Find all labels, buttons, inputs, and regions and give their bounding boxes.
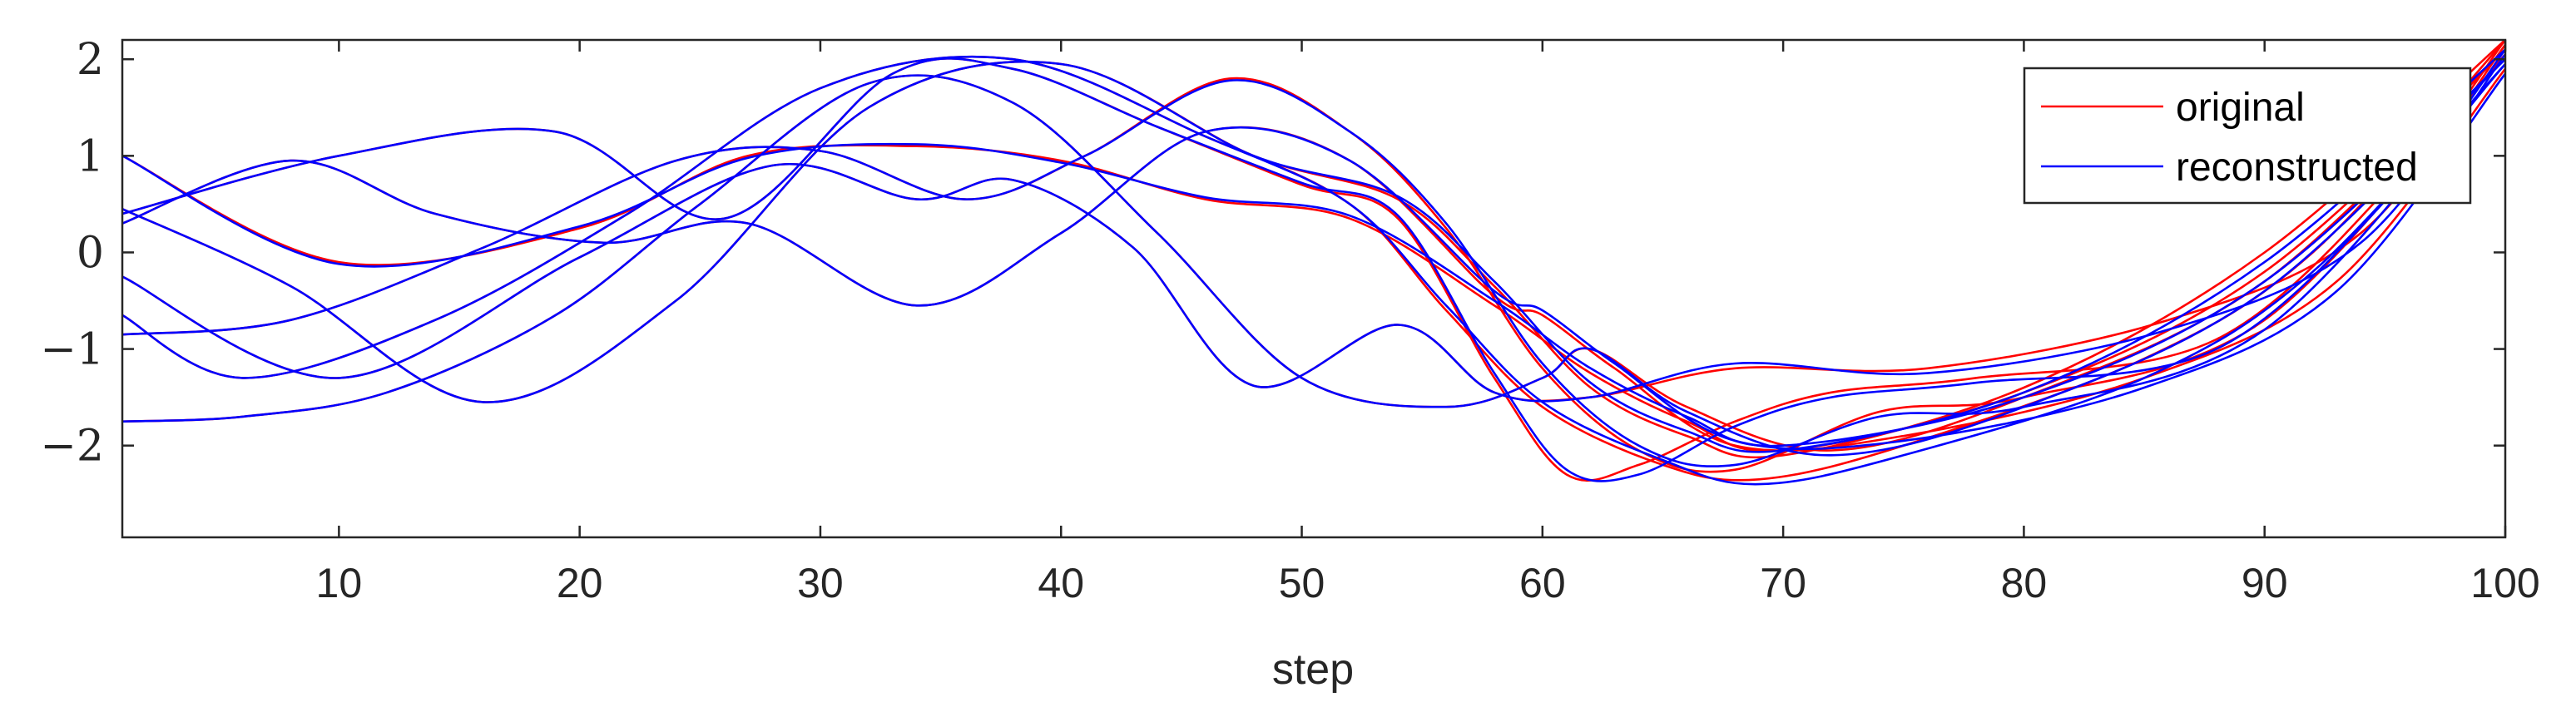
series-line-reconstructed-2 [122,48,2505,453]
plot-box [121,38,2507,539]
series-line-reconstructed-3 [122,55,2505,486]
series-line-reconstructed-8 [122,48,2505,482]
x-axis: 10 20 30 40 50 60 70 80 90 100 [316,40,2540,606]
x-tick-label-30: 30 [797,560,844,606]
y-tick-label--2: −2 [40,422,104,472]
y-axis: −2 −1 0 1 2 [40,35,2505,472]
x-tick-label-10: 10 [316,560,363,606]
y-tick-label-1: 1 [77,131,104,181]
legend-box [2023,67,2472,205]
y-tick-label-2: 2 [77,35,104,85]
legend: original reconstructed [2023,67,2472,205]
x-axis-title: step [1272,645,1354,694]
x-tick-label-50: 50 [1279,560,1325,606]
series-line-reconstructed-1 [122,58,2505,448]
x-tick-label-40: 40 [1038,560,1084,606]
series-line-reconstructed-4 [122,53,2505,403]
y-tick-label-0: 0 [77,228,104,278]
legend-label-reconstructed: reconstructed [2176,146,2418,190]
x-tick-label-20: 20 [557,560,603,606]
x-tick-label-80: 80 [2001,560,2048,606]
series-line-reconstructed-7 [122,58,2505,457]
series-layer [122,40,2505,486]
x-tick-label-70: 70 [1760,560,1806,606]
legend-label-original: original [2176,86,2305,130]
series-line-reconstructed-5 [122,63,2505,467]
series-line-reconstructed-6 [122,72,2505,451]
x-tick-label-90: 90 [2242,560,2288,606]
y-tick-label--1: −1 [40,325,104,375]
x-tick-label-100: 100 [2470,560,2539,606]
x-tick-label-60: 60 [1519,560,1566,606]
